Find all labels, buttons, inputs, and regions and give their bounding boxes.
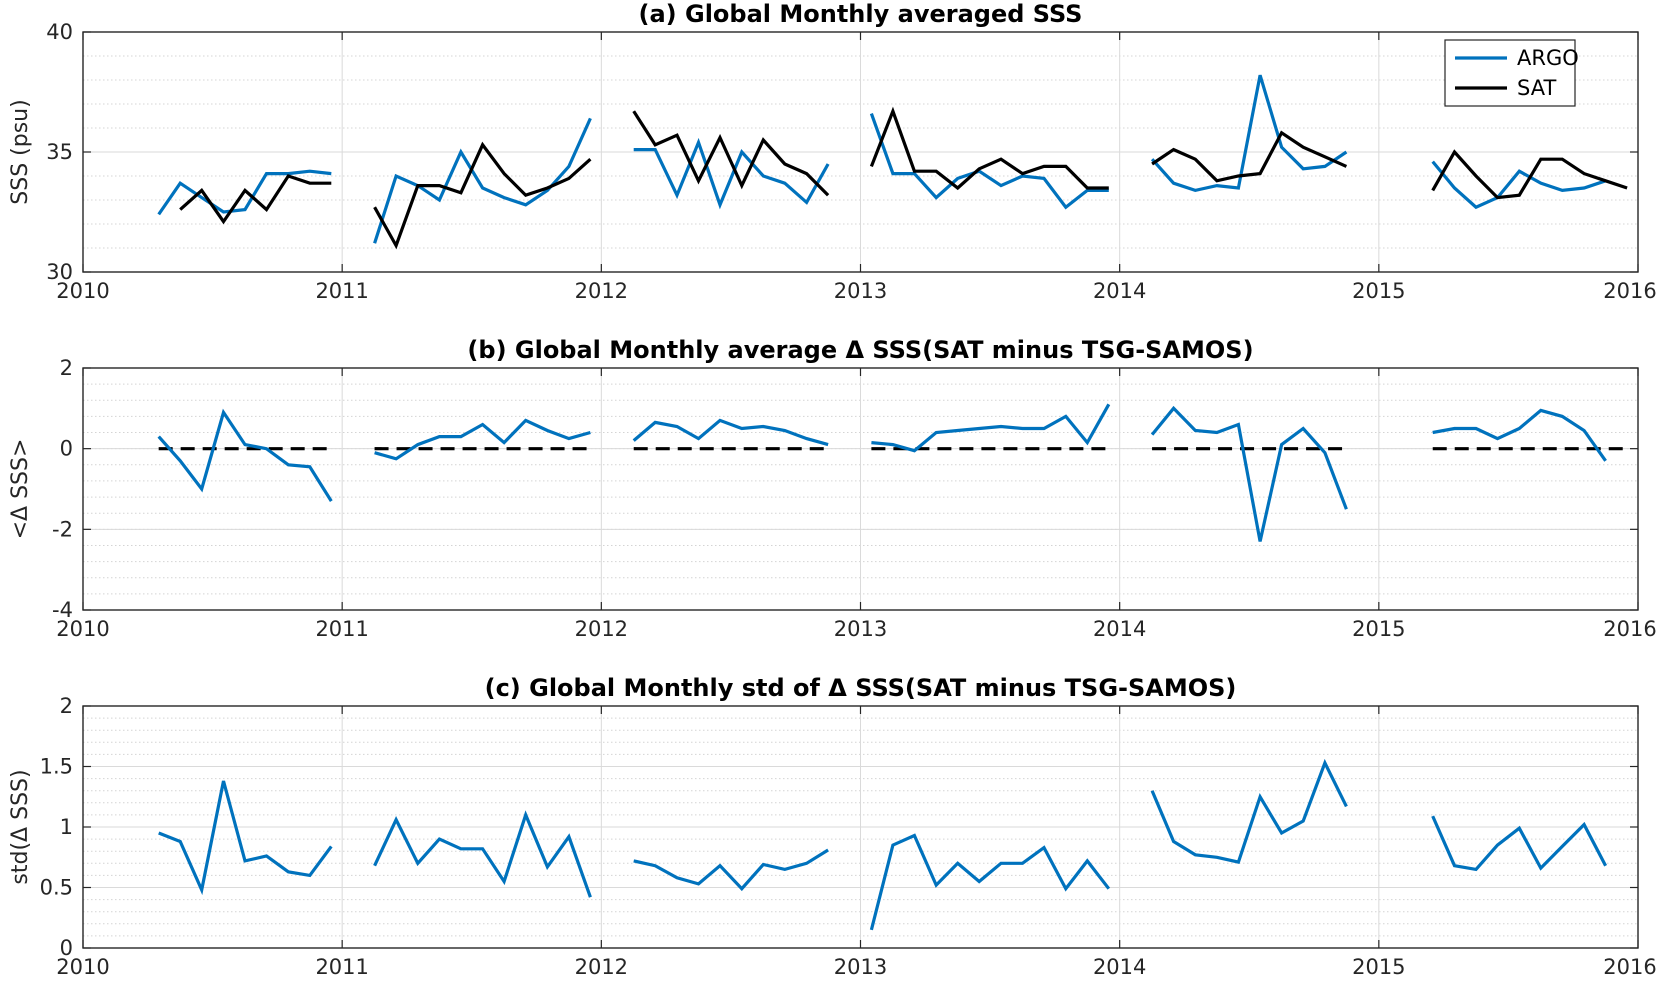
y-axis-label-b: <Δ SSS> bbox=[8, 439, 33, 540]
panel-b: 2010 2011 2012 2013 2014 2015 2016 -4 -2 0 2 (b) Gl… bbox=[8, 336, 1657, 641]
y-tick-label-b: -4 bbox=[52, 598, 73, 622]
argo-series-line-a bbox=[1431, 160, 1607, 210]
y-tick-label-c: 0.5 bbox=[40, 876, 73, 900]
data-series-line-c bbox=[373, 810, 592, 898]
y-axis-label-c: std(Δ SSS) bbox=[8, 769, 33, 884]
panel-a: 2010 2011 2012 2013 2014 2015 2016 30 35 40 (a) Gl… bbox=[8, 0, 1657, 303]
x-tick-label-c: 2014 bbox=[1093, 955, 1146, 979]
x-tick-label-b: 2010 bbox=[56, 617, 109, 641]
x-tick-label-a: 2015 bbox=[1352, 279, 1405, 303]
data-series-line-c bbox=[633, 848, 829, 892]
chart-title-c: (c) Global Monthly std of Δ SSS(SAT minu… bbox=[485, 674, 1237, 702]
data-series-line-b bbox=[1432, 408, 1607, 462]
x-tick-label-a: 2012 bbox=[575, 279, 628, 303]
x-tick-label-b: 2015 bbox=[1352, 617, 1405, 641]
sat-series-line-a bbox=[1151, 130, 1348, 183]
legend-label-sat: SAT bbox=[1517, 76, 1556, 100]
x-tick-label-c: 2015 bbox=[1352, 955, 1405, 979]
legend-label-argo: ARGO bbox=[1517, 46, 1579, 70]
argo-series-line-a bbox=[373, 117, 592, 244]
y-tick-label-c: 1 bbox=[60, 815, 73, 839]
x-tick-label-c: 2010 bbox=[56, 955, 109, 979]
data-series-line-b bbox=[1150, 405, 1348, 542]
x-tick-label-a: 2014 bbox=[1093, 279, 1146, 303]
chart-title-b: (b) Global Monthly average Δ SSS(SAT min… bbox=[467, 336, 1253, 364]
sat-series-line-a bbox=[373, 141, 592, 250]
sat-series-line-a bbox=[632, 110, 830, 197]
sat-series-line-a bbox=[179, 174, 332, 225]
y-tick-label-a: 30 bbox=[46, 260, 73, 284]
x-tick-label-b: 2016 bbox=[1603, 617, 1656, 641]
data-series-line-b bbox=[632, 418, 829, 447]
y-tick-label-c: 2 bbox=[60, 694, 73, 718]
data-series-line-b bbox=[374, 418, 591, 461]
y-tick-label-a: 35 bbox=[46, 140, 73, 164]
y-tick-label-b: 0 bbox=[60, 437, 73, 461]
x-tick-label-b: 2012 bbox=[575, 617, 628, 641]
data-series-line-c bbox=[869, 833, 1111, 931]
y-tick-label-c: 1.5 bbox=[40, 755, 73, 779]
x-tick-label-a: 2016 bbox=[1603, 279, 1656, 303]
data-series-line-c bbox=[1431, 815, 1608, 872]
x-tick-label-b: 2014 bbox=[1093, 617, 1146, 641]
x-tick-label-c: 2011 bbox=[315, 955, 368, 979]
sat-series-line-a bbox=[1431, 149, 1628, 200]
argo-series-line-a bbox=[1150, 74, 1348, 193]
y-tick-label-a: 40 bbox=[46, 20, 73, 44]
x-tick-label-b: 2011 bbox=[315, 617, 368, 641]
argo-series-line-a bbox=[157, 169, 332, 216]
x-tick-label-a: 2010 bbox=[56, 279, 109, 303]
legend-box bbox=[1444, 39, 1576, 107]
data-series-line-c bbox=[158, 780, 333, 896]
x-tick-label-c: 2012 bbox=[575, 955, 628, 979]
x-tick-label-c: 2013 bbox=[834, 955, 887, 979]
chart-title-a: (a) Global Monthly averaged SSS bbox=[639, 0, 1083, 28]
argo-series-line-a bbox=[633, 137, 830, 210]
data-series-line-c bbox=[1150, 758, 1348, 864]
x-tick-label-c: 2016 bbox=[1603, 955, 1656, 979]
y-axis-label-a: SSS (psu) bbox=[8, 99, 33, 204]
sat-series-line-a bbox=[869, 106, 1109, 191]
data-series-line-b bbox=[871, 403, 1111, 453]
x-tick-label-a: 2011 bbox=[315, 279, 368, 303]
panel-c: 2010 2011 2012 2013 2014 2015 2016 0 0.5 1 1.5 2 (c)… bbox=[8, 674, 1657, 979]
y-tick-label-c: 0 bbox=[60, 936, 73, 960]
y-tick-label-b: 2 bbox=[60, 356, 73, 380]
data-series-line-b bbox=[157, 408, 333, 502]
x-tick-label-a: 2013 bbox=[834, 279, 887, 303]
y-tick-label-b: -2 bbox=[52, 517, 73, 541]
x-tick-label-b: 2013 bbox=[834, 617, 887, 641]
argo-series-line-a bbox=[869, 113, 1109, 210]
